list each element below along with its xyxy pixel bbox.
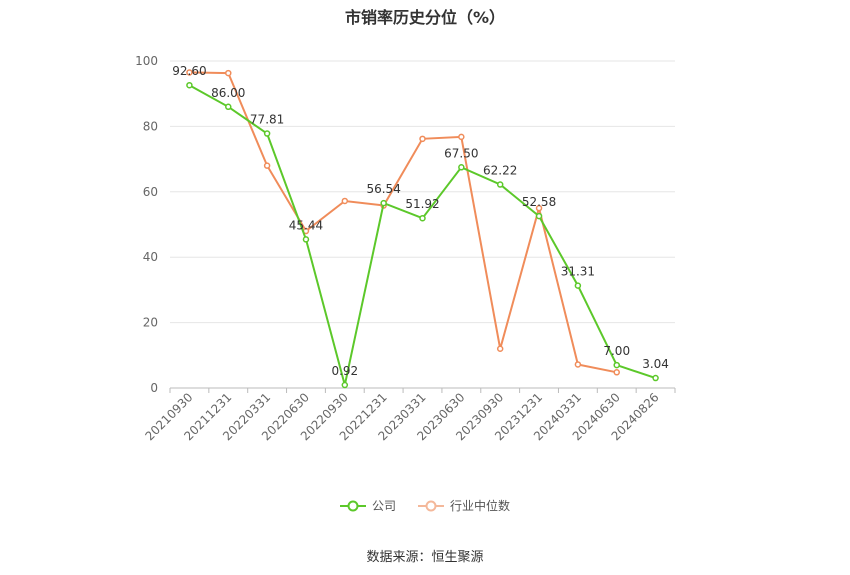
company-data-label: 7.00 (603, 344, 630, 358)
legend-company-icon (339, 500, 366, 511)
industry-data-point (458, 133, 465, 141)
company-data-point (535, 212, 543, 220)
company-data-point (574, 282, 582, 289)
industry-data-point (613, 369, 620, 376)
industry-data-point (535, 204, 543, 212)
company-data-point (225, 103, 232, 111)
company-data-label: 62.22 (483, 164, 517, 178)
company-data-label: 52.58 (522, 195, 556, 209)
company-data-label: 3.04 (642, 357, 669, 371)
company-data-label: 77.81 (250, 113, 284, 127)
company-data-label: 56.54 (366, 182, 400, 196)
company-data-label: 67.50 (444, 146, 478, 160)
company-series-line (188, 84, 656, 386)
company-data-label: 92.60 (172, 64, 206, 78)
industry-data-point (225, 69, 232, 77)
company-data-point (613, 361, 620, 369)
chart-title: 市销率历史分位（%） (344, 8, 506, 27)
data-source: 数据来源：恒生聚源 (366, 550, 484, 565)
industry-data-point (341, 197, 349, 205)
company-data-point (380, 199, 387, 207)
company-data-label: 0.92 (331, 364, 358, 378)
company-data-point (302, 236, 310, 243)
y-tick-label: 100 (135, 54, 158, 68)
industry-series-line (189, 71, 617, 374)
company-data-label: 45.44 (289, 218, 323, 232)
legend-item-company[interactable]: 公司 (339, 497, 396, 514)
company-data-label: 86.00 (211, 86, 245, 100)
y-tick-label: 0 (150, 381, 158, 395)
company-data-point (263, 130, 271, 137)
company-data-point (652, 374, 659, 382)
industry-data-point (574, 361, 582, 368)
company-data-point (186, 81, 193, 89)
legend-company-label: 公司 (371, 499, 396, 513)
industry-data-point (186, 69, 193, 76)
industry-data-point (496, 345, 504, 353)
y-tick-label: 80 (143, 119, 158, 133)
company-data-point (419, 214, 426, 222)
y-tick-label: 60 (143, 185, 158, 199)
industry-data-point (263, 162, 271, 169)
company-data-label: 51.92 (405, 197, 439, 211)
legend-item-industry[interactable]: 行业中位数 (418, 497, 510, 514)
y-tick-label: 20 (143, 316, 158, 330)
legend-industry-label: 行业中位数 (450, 499, 511, 513)
industry-data-point (419, 135, 426, 143)
company-data-point (496, 181, 504, 188)
company-data-point (341, 381, 349, 389)
chart-legend: 公司 行业中位数 (0, 497, 850, 514)
company-data-point (458, 164, 465, 171)
company-data-label: 31.31 (561, 265, 595, 279)
legend-industry-icon (418, 500, 444, 511)
y-tick-label: 40 (143, 250, 158, 264)
